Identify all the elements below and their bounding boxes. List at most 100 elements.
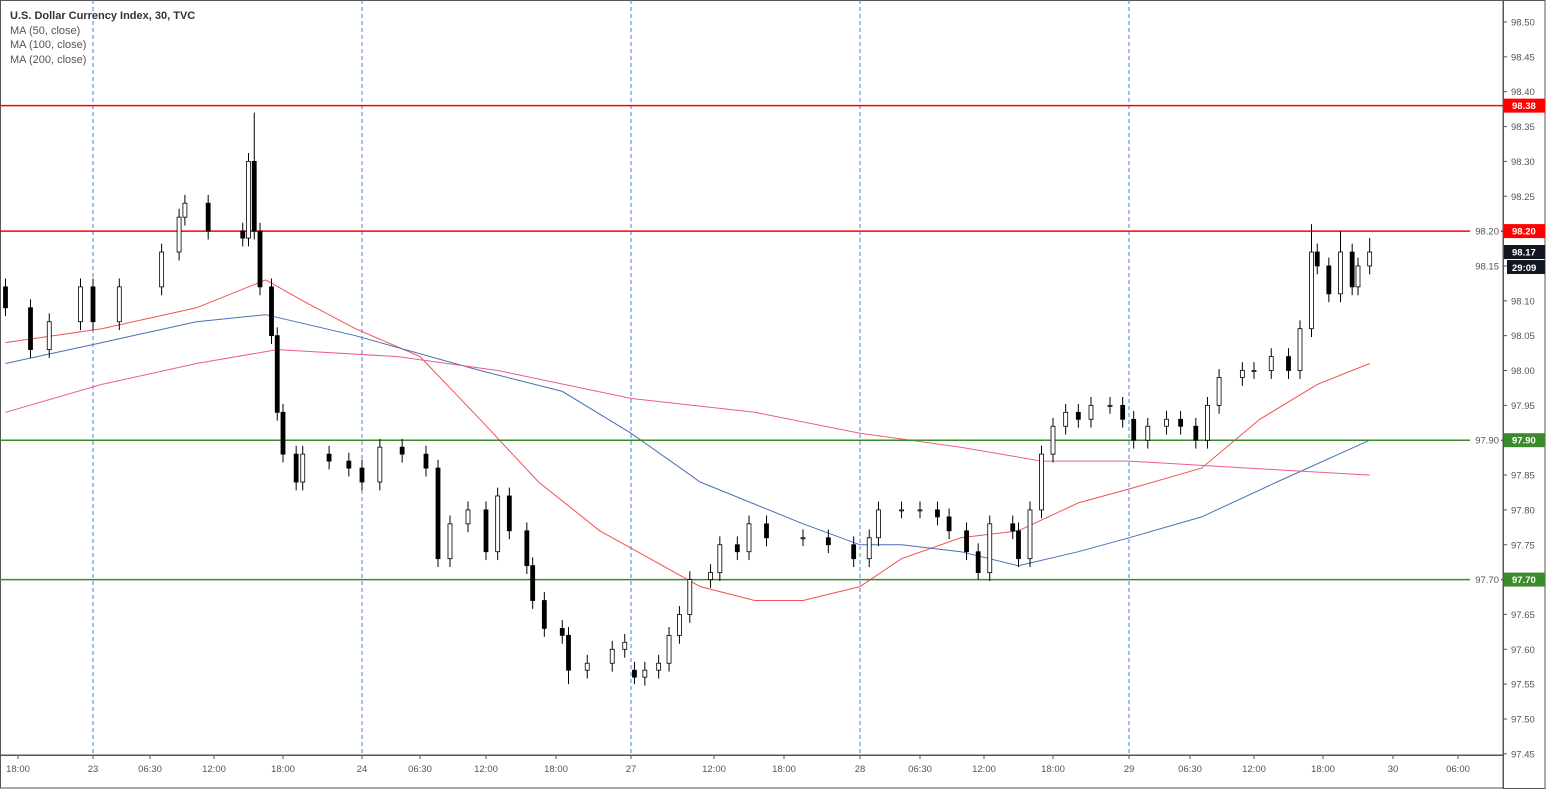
y-tick-label-backdrop [1470, 573, 1501, 586]
candle-body [541, 600, 547, 629]
candle-body [946, 516, 952, 532]
candle [584, 654, 590, 679]
y-tick-label: 98.40 [1511, 87, 1535, 98]
ma100-legend[interactable]: MA (100, close) [10, 39, 87, 51]
candle [530, 557, 536, 609]
candle-body [257, 230, 263, 288]
candle [1349, 243, 1355, 296]
candle-body [524, 530, 530, 567]
candle-body [506, 495, 512, 532]
candle-body [205, 202, 211, 232]
candle-body [1268, 356, 1274, 371]
candle-body [1010, 523, 1016, 532]
x-tick-label: 06:30 [1178, 764, 1202, 775]
candle-body [800, 537, 806, 540]
candle [687, 571, 693, 623]
candle-body [825, 537, 831, 546]
candle-body [899, 509, 904, 512]
candle [1075, 403, 1081, 428]
candle [1178, 410, 1184, 435]
y-tick-label: 98.30 [1511, 157, 1535, 168]
candle [717, 536, 723, 581]
ma-line-200 [5, 349, 1370, 476]
candle-body [1039, 453, 1044, 511]
bar-countdown-tag [1507, 260, 1545, 275]
x-tick-label: 24 [357, 764, 368, 775]
candle [257, 222, 263, 296]
x-tick-label: 18:00 [1041, 764, 1065, 775]
y-tick-label: 98.00 [1511, 366, 1535, 377]
candle-body [246, 160, 251, 239]
candle [423, 445, 429, 477]
y-tick-label: 98.35 [1511, 122, 1535, 133]
candle [377, 438, 383, 491]
candle-body [274, 335, 280, 413]
ma-line-50 [5, 279, 1370, 601]
candle [280, 403, 286, 463]
candle-body [866, 537, 872, 560]
candle [116, 278, 122, 331]
y-tick-label: 98.15 [1475, 261, 1499, 272]
symbol-title[interactable]: U.S. Dollar Currency Index, 30, TVC [10, 10, 196, 22]
candle-body [1050, 425, 1056, 455]
candle [1107, 396, 1113, 414]
y-tick-label: 98.25 [1511, 192, 1535, 203]
candle [1205, 396, 1210, 449]
candle-body [423, 453, 429, 469]
candle-body [28, 307, 33, 350]
candle [1088, 396, 1094, 428]
candle [46, 313, 52, 358]
candle-body [1297, 328, 1303, 371]
level-price-tag [1504, 572, 1545, 587]
ma200-legend[interactable]: MA (200, close) [10, 53, 87, 66]
y-tick-label: 98.45 [1511, 52, 1535, 63]
y-tick-label: 97.80 [1511, 505, 1535, 516]
x-tick-label: 12:00 [702, 764, 726, 775]
candle-body [326, 453, 332, 462]
candle [1164, 410, 1169, 435]
y-tick-label: 97.60 [1511, 645, 1535, 656]
candle-body [1239, 370, 1245, 378]
candle-body [1016, 530, 1021, 560]
x-tick-label: 30 [1388, 764, 1399, 775]
candle [851, 536, 857, 568]
candle-body [987, 523, 993, 574]
time-axis [0, 754, 1504, 789]
y-tick-label: 98.05 [1511, 331, 1535, 342]
candle [666, 626, 672, 672]
candle-body [182, 202, 188, 218]
candle [866, 529, 872, 568]
candle [825, 529, 831, 554]
x-tick-label: 12:00 [1242, 764, 1266, 775]
candle-body [346, 460, 352, 469]
y-tick-label: 97.75 [1511, 540, 1535, 551]
bar-countdown-label: 29:09 [1512, 263, 1536, 274]
candle [240, 222, 246, 247]
candle [399, 438, 405, 463]
candle [1027, 501, 1033, 568]
candle-body [465, 509, 471, 525]
candle-body [746, 523, 752, 553]
candle-body [1164, 418, 1169, 427]
candle [1145, 417, 1151, 449]
x-tick-label: 18:00 [1311, 764, 1335, 775]
candle-body [1063, 411, 1069, 427]
ma50-legend[interactable]: MA (50, close) [10, 24, 81, 37]
candle-body [566, 634, 571, 671]
candle [987, 515, 993, 581]
candle [975, 543, 981, 580]
x-tick-label: 12:00 [202, 764, 226, 775]
candle-body [935, 509, 940, 518]
candle [764, 515, 769, 547]
candle-body [632, 669, 637, 678]
candle-body [280, 411, 286, 455]
last-price-label: 98.17 [1512, 248, 1536, 259]
x-tick-label: 18:00 [772, 764, 796, 775]
candle-body [717, 544, 723, 574]
candle-body [1216, 377, 1222, 406]
y-tick-label: 97.95 [1511, 401, 1535, 412]
y-tick-label: 98.50 [1511, 18, 1535, 29]
y-tick-label: 97.50 [1511, 715, 1535, 726]
